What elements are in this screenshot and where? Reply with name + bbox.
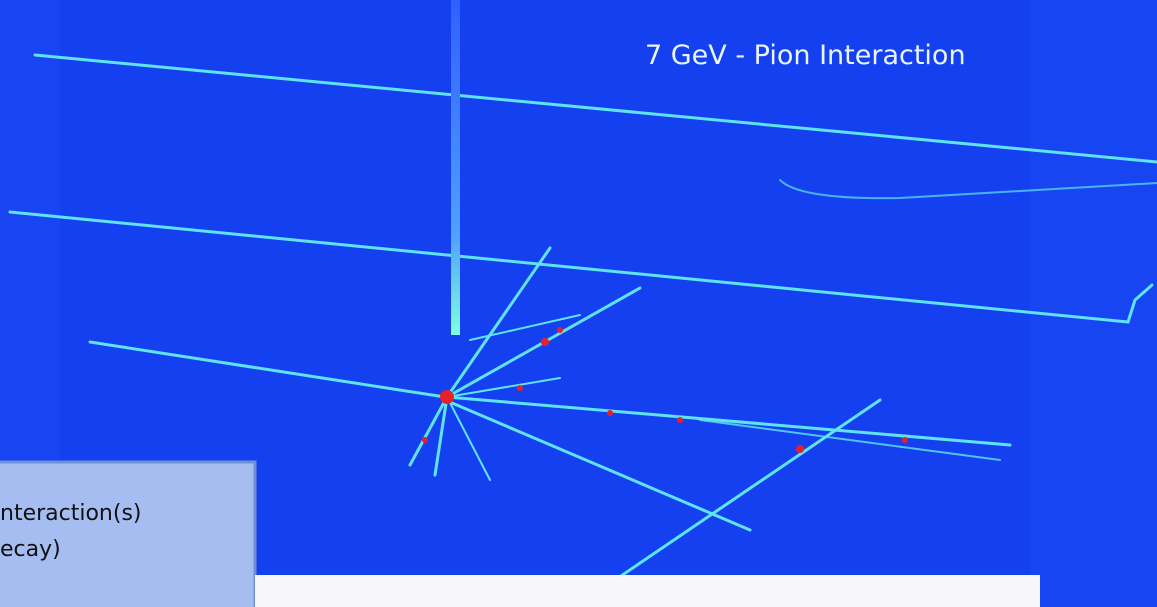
deposit [607, 410, 613, 416]
title: 7 GeV - Pion Interaction [645, 40, 966, 71]
page: 7 GeV - Pion Interaction nteraction(s) e… [0, 0, 1157, 607]
deposit [796, 445, 804, 453]
legend-line: ecay) [0, 537, 61, 562]
streak [451, 0, 460, 335]
deposit [677, 417, 683, 423]
deposit [517, 385, 523, 391]
legend-line: nteraction(s) [0, 501, 142, 526]
edge-band [1030, 0, 1157, 607]
legend-box [0, 462, 255, 607]
vertex [440, 390, 454, 404]
deposit [902, 437, 908, 443]
event-display: 7 GeV - Pion Interaction nteraction(s) e… [0, 0, 1157, 607]
deposit [422, 437, 428, 443]
caption-strip [255, 575, 1040, 607]
deposit [557, 327, 563, 333]
deposit [541, 338, 549, 346]
